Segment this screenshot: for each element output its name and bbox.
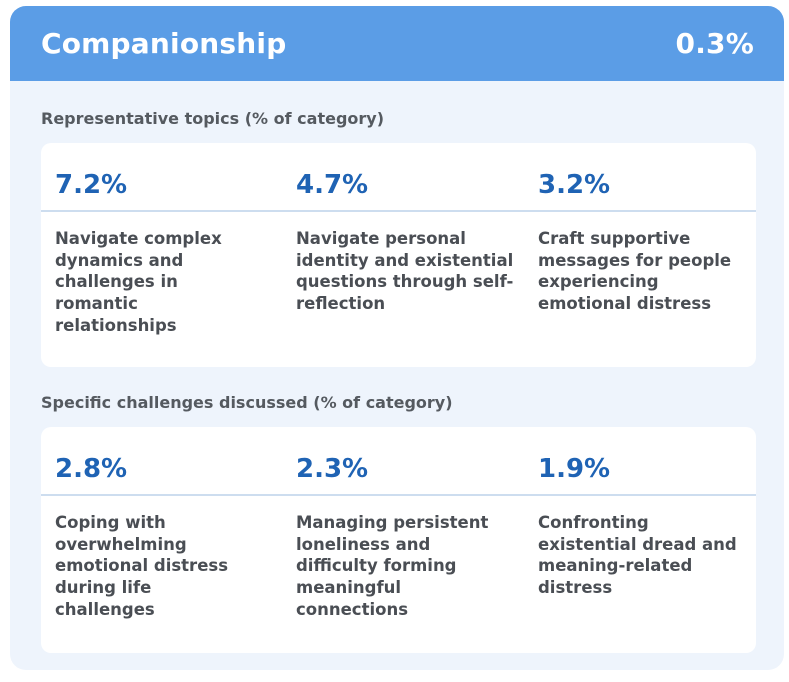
challenge-description: Coping with overwhelming emotional distr… (55, 513, 229, 619)
card-header: Companionship 0.3% (10, 6, 784, 81)
divider (41, 210, 756, 212)
challenge-description: Confronting existential dread and meanin… (538, 513, 737, 598)
challenge-percentage: 2.8% (55, 454, 128, 484)
topic-description: Craft supportive messages for people exp… (538, 229, 732, 314)
challenge-description: Managing persistent loneliness and diffi… (296, 513, 489, 619)
challenge-percentage: 2.3% (296, 454, 369, 484)
challenge-percentage: 1.9% (538, 454, 611, 484)
section-label-topics: Representative topics (% of category) (41, 109, 385, 128)
companionship-card: Companionship 0.3% Representative topics… (10, 6, 784, 670)
category-percentage: 0.3% (675, 27, 754, 60)
topic-percentage: 4.7% (296, 170, 369, 200)
topic-percentage: 7.2% (55, 170, 128, 200)
topic-description: Navigate personal identity and existenti… (296, 229, 514, 314)
topic-description: Navigate complex dynamics and challenges… (55, 229, 222, 335)
divider (41, 494, 756, 496)
topic-percentage: 3.2% (538, 170, 611, 200)
section-label-challenges: Specific challenges discussed (% of cate… (41, 393, 453, 412)
category-title: Companionship (41, 27, 287, 60)
topics-panel: 7.2% Navigate complex dynamics and chall… (41, 143, 756, 367)
challenges-panel: 2.8% Coping with overwhelming emotional … (41, 427, 756, 653)
